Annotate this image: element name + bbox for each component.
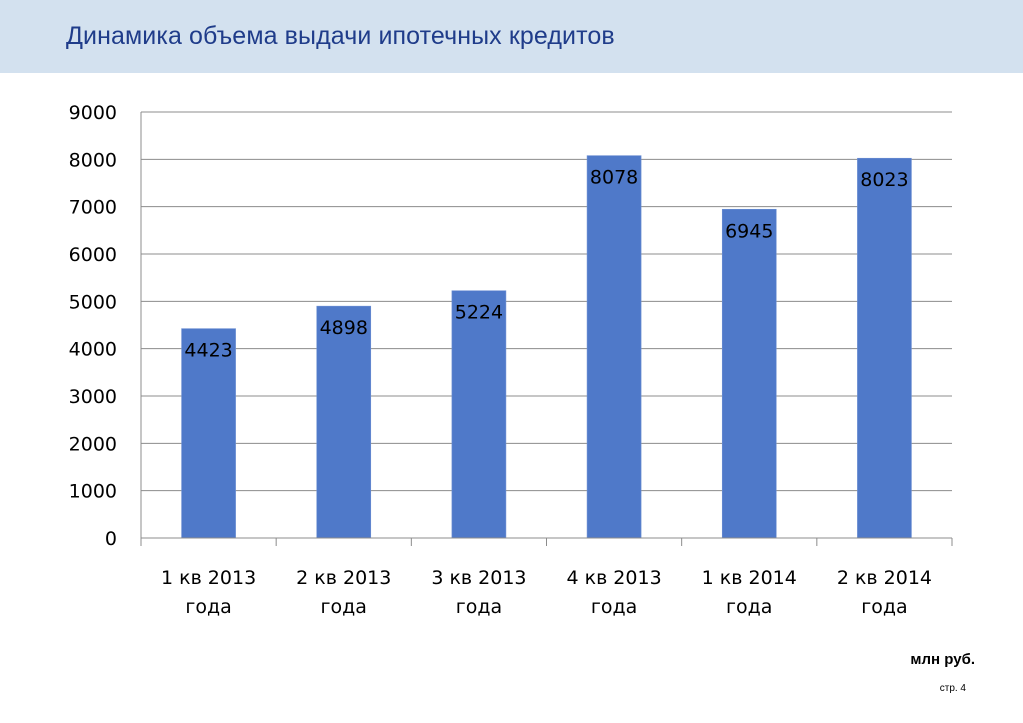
- unit-note: млн руб.: [910, 651, 975, 668]
- x-tick-label-line: года: [185, 596, 231, 618]
- bar: [451, 290, 507, 539]
- x-tick-label: 2 кв 2013 года: [296, 567, 391, 618]
- data-label: 8078: [590, 167, 638, 189]
- data-label: 4423: [184, 340, 232, 362]
- x-tick-label: 1 кв 2014 года: [702, 567, 797, 618]
- x-tick-label: 3 кв 2013 года: [431, 567, 526, 618]
- x-tick-label: 2 кв 2014 года: [837, 567, 932, 618]
- bar: [857, 157, 912, 539]
- data-label: 4898: [320, 317, 368, 339]
- x-tick-label: 4 кв 2013 года: [566, 567, 661, 618]
- y-tick-label: 8000: [69, 149, 117, 171]
- header-band: [0, 0, 1023, 73]
- x-tick-label-line: года: [726, 596, 772, 618]
- x-tick-label-line: года: [456, 596, 502, 618]
- y-tick-label: 5000: [69, 291, 117, 313]
- page-number: стр. 4: [939, 683, 966, 694]
- y-tick-label: 9000: [69, 102, 117, 124]
- y-tick-label: 3000: [69, 386, 117, 408]
- x-tick-label-line: 1 кв 2014: [702, 567, 797, 589]
- page-title: Динамика объема выдачи ипотечных кредито…: [66, 22, 615, 50]
- bar: [586, 155, 642, 539]
- bar: [721, 208, 777, 539]
- x-tick-label-line: 1 кв 2013: [161, 567, 256, 589]
- y-tick-label: 7000: [69, 197, 117, 219]
- data-label: 8023: [860, 169, 908, 191]
- y-tick-label: 0: [105, 528, 117, 550]
- data-label: 5224: [455, 302, 503, 324]
- y-tick-label: 1000: [69, 481, 117, 503]
- y-tick-label: 6000: [69, 244, 117, 266]
- y-tick-label: 4000: [69, 339, 117, 361]
- data-label: 6945: [725, 220, 773, 242]
- x-tick-label-line: года: [321, 596, 367, 618]
- bar: [181, 328, 236, 539]
- x-tick-label-line: 2 кв 2013: [296, 567, 391, 589]
- y-tick-label: 2000: [69, 433, 117, 455]
- x-tick-label-line: 4 кв 2013: [566, 567, 661, 589]
- x-tick-label-line: 2 кв 2014: [837, 567, 932, 589]
- x-tick-label-line: года: [861, 596, 907, 618]
- x-tick-label: 1 кв 2013 года: [161, 567, 256, 618]
- bar: [316, 305, 372, 539]
- x-tick-label-line: года: [591, 596, 637, 618]
- x-tick-label-line: 3 кв 2013: [431, 567, 526, 589]
